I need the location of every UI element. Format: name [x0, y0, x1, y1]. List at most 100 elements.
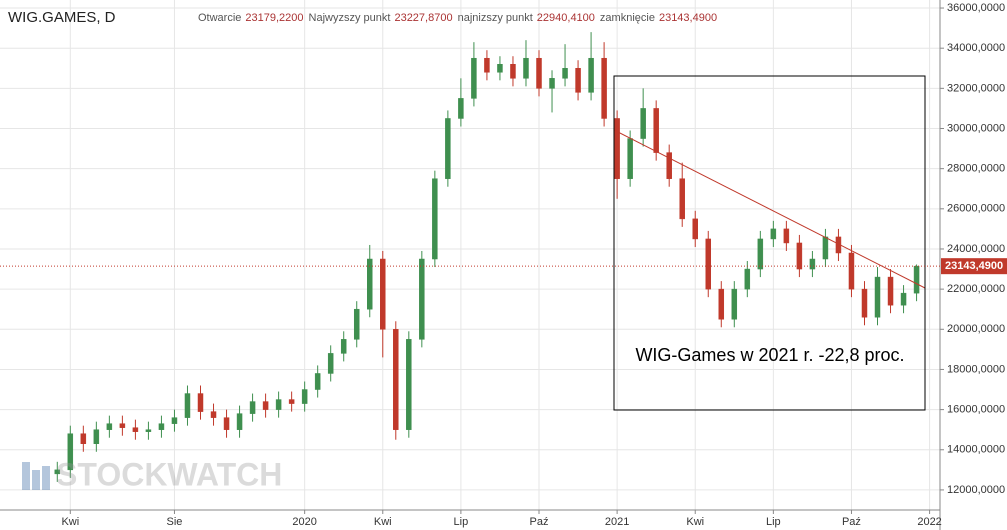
- candle-body: [380, 258, 386, 330]
- candle-body: [80, 433, 87, 444]
- y-tick-label: 14000,0000: [947, 444, 1005, 456]
- header-label: najnizszy punkt: [458, 12, 533, 24]
- candle-body: [731, 288, 738, 320]
- y-tick-label: 20000,0000: [947, 323, 1005, 335]
- candle-body: [900, 292, 907, 306]
- y-tick-label: 28000,0000: [947, 163, 1005, 175]
- header-value: 23179,2200: [245, 12, 303, 24]
- last-price-tag: [941, 258, 1007, 275]
- candle-body: [249, 401, 256, 414]
- candle-body: [783, 228, 790, 244]
- candles: [54, 32, 920, 482]
- candle-body: [549, 78, 555, 89]
- candle-body: [445, 118, 451, 179]
- header-value: 23143,4900: [659, 12, 717, 24]
- candle-body: [653, 108, 659, 153]
- y-tick-label: 12000,0000: [947, 484, 1005, 496]
- candle-body: [822, 236, 829, 260]
- candle-body: [614, 118, 620, 179]
- y-tick-label: 18000,0000: [947, 363, 1005, 375]
- x-tick-label: Kwi: [686, 516, 704, 528]
- candle-body: [236, 413, 243, 430]
- candle-body: [54, 469, 61, 475]
- candle-body: [419, 258, 425, 340]
- candle-body: [627, 138, 633, 179]
- candle-body: [197, 393, 204, 412]
- candle-body: [705, 238, 712, 290]
- candle-body: [353, 308, 360, 340]
- candle-body: [809, 258, 816, 270]
- candle-body: [93, 429, 100, 444]
- x-tick-label: Lip: [454, 516, 469, 528]
- y-tick-label: 16000,0000: [947, 404, 1005, 416]
- candle-body: [223, 417, 230, 430]
- candle-body: [848, 252, 855, 290]
- x-tick-label: Sie: [167, 516, 183, 528]
- grid: [0, 0, 940, 510]
- candle-body: [913, 265, 920, 294]
- candle-body: [471, 57, 477, 99]
- header-label: Otwarcie: [198, 12, 241, 24]
- candle-body: [171, 417, 178, 424]
- candle-body: [679, 178, 685, 220]
- trend-line: [613, 129, 926, 289]
- candle-body: [744, 268, 751, 290]
- header-value: 22940,4100: [537, 12, 595, 24]
- candle-body: [275, 399, 282, 410]
- y-tick-label: 34000,0000: [947, 42, 1005, 54]
- candle-body: [796, 242, 803, 270]
- header-label: zamknięcie: [600, 12, 655, 24]
- y-tick-label: 30000,0000: [947, 122, 1005, 134]
- y-tick-label: 26000,0000: [947, 203, 1005, 215]
- last-price-label: 23143,4900: [945, 260, 1003, 272]
- y-tick-label: 24000,0000: [947, 243, 1005, 255]
- candle-body: [301, 389, 308, 404]
- candle-body: [887, 276, 894, 306]
- annotation-box: [613, 75, 926, 411]
- candle-body: [184, 393, 191, 418]
- candle-body: [770, 228, 777, 240]
- candle-body: [666, 152, 672, 179]
- candle-body: [562, 68, 568, 79]
- candle-body: [327, 353, 334, 374]
- candle-body: [861, 288, 868, 318]
- annotation: WIG-Games w 2021 r. -22,8 proc.: [635, 345, 904, 365]
- candle-body: [340, 339, 347, 354]
- watermark-icon: [22, 462, 30, 490]
- header-value: 23227,8700: [394, 12, 452, 24]
- candle-body: [367, 258, 373, 310]
- x-tick-label: Lip: [766, 516, 781, 528]
- candle-body: [718, 288, 725, 320]
- candle-body: [67, 433, 74, 471]
- candle-body: [132, 427, 139, 432]
- x-tick-label: 2022: [917, 516, 941, 528]
- y-tick-label: 32000,0000: [947, 82, 1005, 94]
- candle-body: [640, 108, 646, 139]
- candle-body: [874, 276, 881, 318]
- header-info: Otwarcie 23179,2200 Najwyzszy punkt 23227,8…: [198, 12, 717, 24]
- candle-body: [523, 57, 529, 79]
- chart-title: WIG.GAMES, D: [8, 9, 116, 26]
- x-tick-label: 2020: [292, 516, 316, 528]
- candle-body: [106, 423, 113, 430]
- candle-body: [406, 339, 412, 430]
- candle-body: [393, 329, 399, 430]
- candle-body: [588, 57, 594, 93]
- candle-body: [314, 373, 321, 390]
- candle-body: [601, 57, 607, 119]
- watermark-icon: [42, 466, 50, 490]
- x-tick-label: Paź: [530, 516, 549, 528]
- header-label: Najwyzszy punkt: [309, 12, 391, 24]
- watermark: STOCKWATCH: [22, 456, 282, 492]
- candle-body: [575, 68, 581, 93]
- candle-body: [432, 178, 438, 260]
- candle-body: [158, 423, 165, 430]
- y-tick-label: 36000,0000: [947, 2, 1005, 14]
- candle-body: [210, 411, 217, 418]
- watermark-text: STOCKWATCH: [56, 456, 282, 492]
- candle-body: [484, 57, 490, 73]
- candle-body: [692, 218, 698, 240]
- x-tick-label: Kwi: [61, 516, 79, 528]
- y-tick-label: 22000,0000: [947, 283, 1005, 295]
